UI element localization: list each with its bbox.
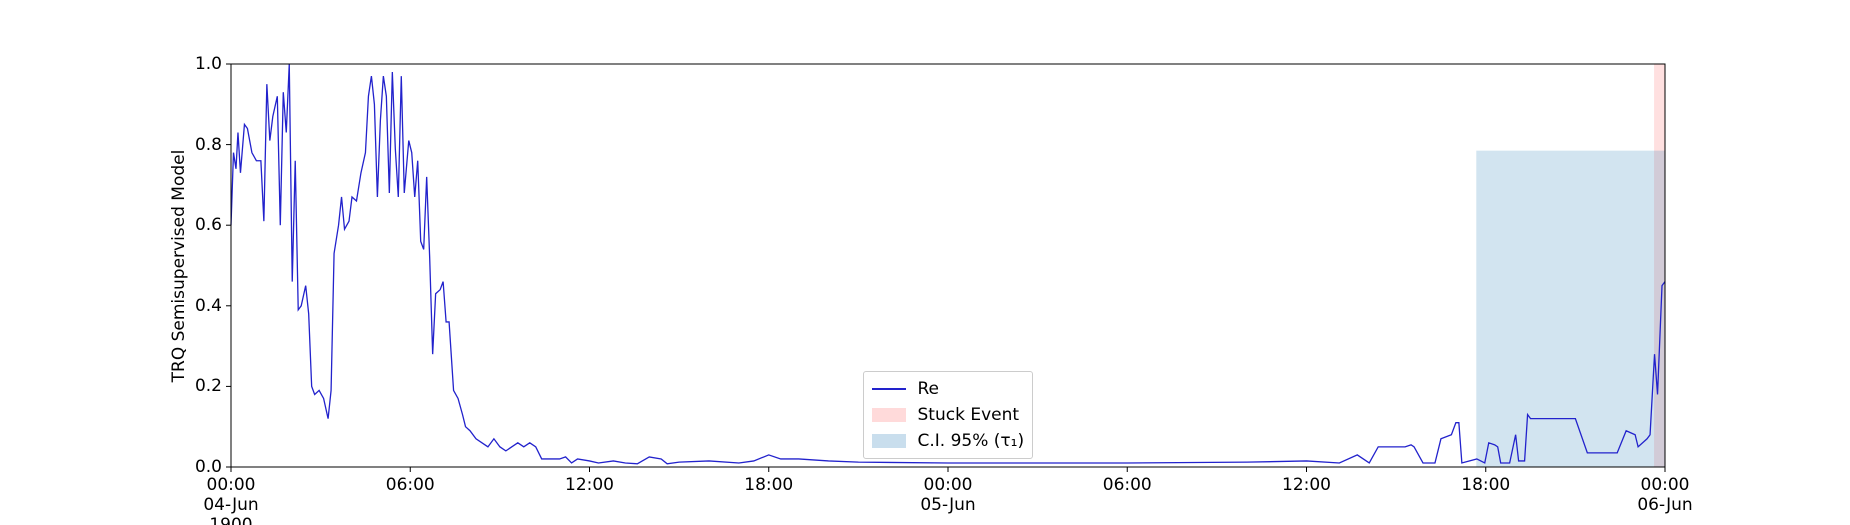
data-line [230, 63, 1666, 465]
x-tick-label: 18:00 [1461, 475, 1511, 495]
legend-swatch [871, 434, 906, 448]
legend-label: Stuck Event [917, 405, 1020, 425]
y-tick-label: 0.2 [194, 376, 222, 397]
legend: Re Stuck Event C.I. 95% (τ₁) [862, 371, 1034, 459]
shaded-span [1476, 150, 1665, 467]
x-tick-label: 06:00 [385, 475, 435, 495]
y-tick-label: 0.4 [194, 295, 222, 316]
y-axis-label: TRQ Semisupervised Model [169, 149, 189, 382]
y-tick-label: 1.0 [194, 54, 222, 74]
shaded-span [1654, 64, 1665, 467]
y-tick-label: 0.8 [194, 134, 222, 155]
y-tick-label: 0.6 [194, 215, 222, 236]
legend-swatch [871, 382, 906, 396]
legend-entry: Re [871, 376, 1025, 402]
x-tick-label: 00:00 05-Jun [920, 475, 976, 515]
x-tick-label: 18:00 [744, 475, 794, 495]
legend-entry: Stuck Event [871, 402, 1025, 428]
legend-line [871, 388, 906, 390]
legend-label: Re [917, 379, 940, 399]
legend-entry: C.I. 95% (τ₁) [871, 428, 1025, 454]
legend-label: C.I. 95% (τ₁) [917, 431, 1025, 451]
x-tick-label: 12:00 [1282, 475, 1331, 495]
x-tick-label: 12:00 [565, 475, 614, 495]
y-tick-label: 0.0 [194, 457, 222, 477]
x-tick-label: 00:00 04-Jun 1900 [203, 475, 259, 525]
x-tick-label: 06:00 [1102, 475, 1152, 495]
legend-swatch [871, 408, 906, 422]
x-tick-label: 00:00 06-Jun [1637, 475, 1693, 515]
